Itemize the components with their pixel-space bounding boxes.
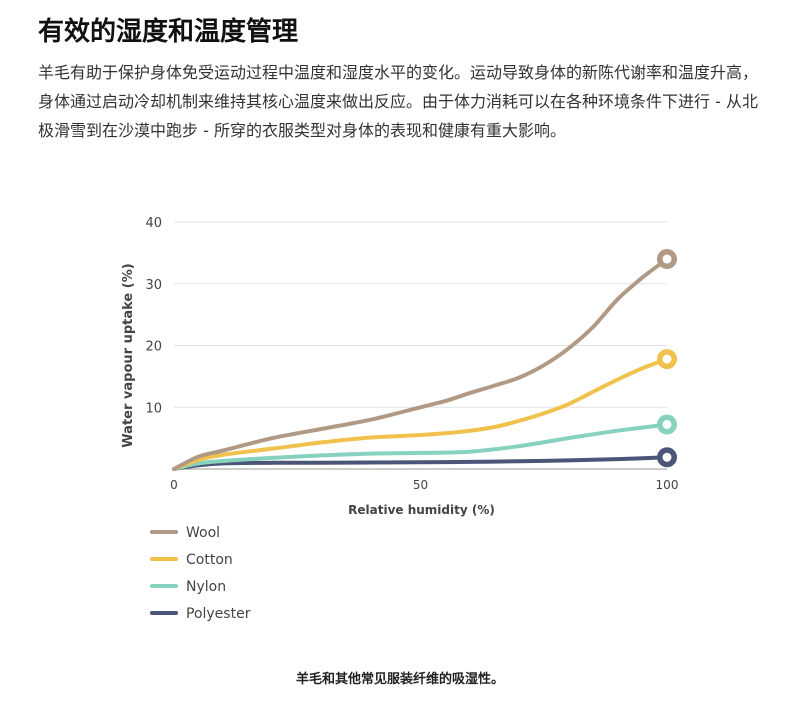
y-tick-10: 10 [145, 401, 162, 416]
legend-item-wool: Wool [150, 525, 220, 541]
legend-item-cotton: Cotton [150, 552, 233, 568]
x-tick-50: 50 [413, 478, 428, 492]
x-tick-labels: 0 50 100 [170, 478, 678, 492]
legend-label-polyester: Polyester [186, 606, 251, 622]
series-lines [172, 257, 669, 471]
chart-grid [174, 221, 667, 408]
legend-item-nylon: Nylon [150, 579, 226, 595]
legend-label-nylon: Nylon [186, 579, 226, 595]
chart-legend: Wool Cotton Nylon Polyester [150, 525, 251, 622]
y-tick-20: 20 [145, 340, 162, 355]
x-tick-100: 100 [656, 478, 679, 492]
y-axis-label: Water vapour uptake (%) [121, 263, 136, 447]
series-line-wool [172, 257, 669, 471]
series-line-nylon [172, 422, 669, 471]
legend-label-wool: Wool [186, 525, 220, 541]
article: 有效的湿度和温度管理 羊毛有助于保护身体免受运动过程中温度和湿度水平的变化。运动… [38, 12, 768, 145]
y-tick-40: 40 [145, 216, 162, 231]
article-title: 有效的湿度和温度管理 [38, 17, 299, 47]
end-marker-wool [657, 249, 677, 270]
legend-item-polyester: Polyester [150, 606, 251, 622]
article-paragraph: 羊毛有助于保护身体免受运动过程中温度和湿度水平的变化。运动导致身体的新陈代谢率和… [38, 63, 759, 140]
series-line-polyester [172, 455, 669, 471]
series-line-cotton [172, 357, 669, 471]
y-tick-30: 30 [145, 278, 162, 293]
end-marker-polyester [657, 447, 677, 468]
chart-caption: 羊毛和其他常见服装纤维的吸湿性。 [295, 672, 504, 687]
legend-label-cotton: Cotton [186, 552, 233, 568]
series-end-markers [657, 249, 677, 468]
end-marker-nylon [657, 414, 677, 435]
y-tick-labels: 10 20 30 40 [145, 216, 162, 416]
x-tick-0: 0 [170, 478, 178, 492]
end-marker-cotton [657, 349, 677, 370]
x-axis-label: Relative humidity (%) [348, 503, 495, 517]
